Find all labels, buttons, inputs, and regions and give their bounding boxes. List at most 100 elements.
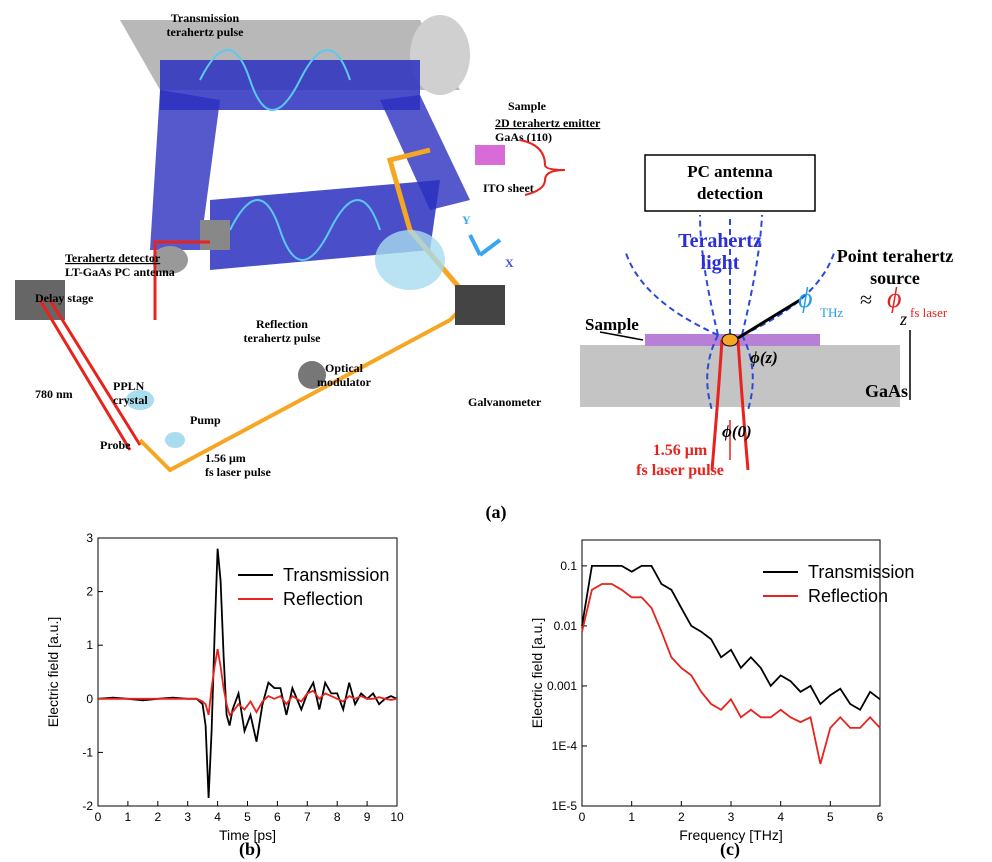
x-tick-label: 6 (877, 810, 884, 824)
y-tick-label: 1E-5 (552, 799, 578, 813)
label: GaAs (110) (495, 130, 552, 144)
label: Sample (508, 99, 547, 113)
ppln-crystal (126, 390, 154, 410)
x-tick-label: 7 (304, 810, 311, 824)
setup-drawing (15, 15, 505, 473)
thz-beam (160, 60, 420, 110)
x-tick-label: 10 (390, 810, 404, 824)
y-axis-title: Electric field [a.u.] (45, 617, 61, 728)
pointer (737, 298, 801, 340)
x-tick-label: 6 (274, 810, 281, 824)
x-tick-label: 5 (827, 810, 834, 824)
series-line (97, 548, 398, 799)
label: Terahertz (678, 230, 762, 252)
label: Transmission (171, 11, 240, 25)
y-tick-label: 3 (86, 531, 93, 545)
legend-label: Transmission (808, 562, 914, 582)
label: Probe (100, 438, 131, 452)
thz-rays (624, 214, 836, 411)
point-source (721, 333, 739, 347)
legend-label: Reflection (283, 589, 363, 609)
y-tick-label: 0.01 (554, 619, 578, 633)
probe-beam (153, 240, 210, 320)
label: Terahertz detector (65, 251, 161, 265)
x-tick-label: 5 (244, 810, 251, 824)
label: modulator (317, 375, 372, 389)
y-tick-label: 1E-4 (552, 739, 578, 753)
label: 2D terahertz emitter (495, 116, 601, 130)
label: z (899, 309, 907, 329)
lens (375, 230, 445, 290)
label: detection (697, 184, 764, 203)
label: Reflection (256, 317, 308, 331)
optical-modulator (298, 361, 326, 389)
label: X (505, 256, 514, 270)
x-tick-label: 2 (154, 810, 161, 824)
label: ϕ(z) (750, 348, 778, 367)
label: ϕ(0) (722, 422, 752, 441)
x-axis-title: Time [ps] (219, 827, 276, 843)
x-tick-label: 1 (628, 810, 635, 824)
pointer (599, 331, 644, 341)
x-tick-label: 3 (184, 810, 191, 824)
bracket (519, 139, 566, 196)
scan-axes (468, 234, 502, 257)
label: 1.56 μm (205, 451, 246, 465)
series-line (581, 583, 881, 765)
y-tick-label: -2 (82, 799, 93, 813)
y-tick-label: 0 (86, 692, 93, 706)
y-tick-label: 1 (86, 638, 93, 652)
label: Galvanometer (468, 395, 542, 409)
x-tick-label: 4 (214, 810, 221, 824)
x-tick-label: 3 (728, 810, 735, 824)
label: Sample (585, 315, 639, 334)
label: light (701, 252, 740, 274)
mirror-end (410, 15, 470, 95)
label: LT-GaAs PC antenna (65, 265, 175, 279)
label: crystal (113, 393, 148, 407)
laser-beam (710, 339, 750, 471)
x-tick-label: 0 (95, 810, 102, 824)
thz-wave (229, 199, 381, 261)
series-line (581, 565, 881, 712)
label: Y (462, 213, 471, 227)
y-tick-label: -1 (82, 745, 93, 759)
label: ITO sheet (483, 181, 534, 195)
detector-mirror (152, 246, 188, 274)
x-tick-label: 0 (579, 810, 586, 824)
x-tick-label: 4 (777, 810, 784, 824)
probe-beam (38, 299, 142, 451)
label: PPLN (113, 379, 145, 393)
label: Optical (325, 361, 364, 375)
x-axis-title: Frequency [THz] (679, 827, 782, 843)
pc-antenna (200, 220, 230, 250)
legend-label: Transmission (283, 565, 389, 585)
label: ϕ (798, 283, 813, 314)
thz-wave (199, 49, 351, 111)
label: fs laser pulse (205, 465, 271, 479)
galvanometer (455, 285, 505, 325)
x-tick-label: 8 (334, 810, 341, 824)
thz-beam (150, 90, 220, 250)
series-line (98, 648, 398, 717)
label: 780 nm (35, 387, 73, 401)
label: Point terahertz (837, 246, 953, 266)
y-tick-label: 0.001 (547, 679, 577, 693)
label: terahertz pulse (167, 25, 245, 39)
panel-label: (a) (486, 502, 507, 523)
y-tick-label: 0.1 (560, 559, 577, 573)
panel-label: (c) (720, 839, 740, 860)
y-tick-label: 2 (86, 585, 93, 599)
detection-box (644, 154, 816, 212)
y-axis-title: Electric field [a.u.] (529, 618, 545, 729)
label: 1.56 μm (653, 442, 708, 459)
label: GaAs (865, 381, 908, 401)
legend-label: Reflection (808, 586, 888, 606)
label: Pump (190, 413, 221, 427)
label: terahertz pulse (244, 331, 322, 345)
sample-plate (475, 145, 505, 165)
label: Delay stage (35, 291, 94, 305)
label: PC antenna (687, 162, 773, 181)
x-tick-label: 9 (364, 810, 371, 824)
